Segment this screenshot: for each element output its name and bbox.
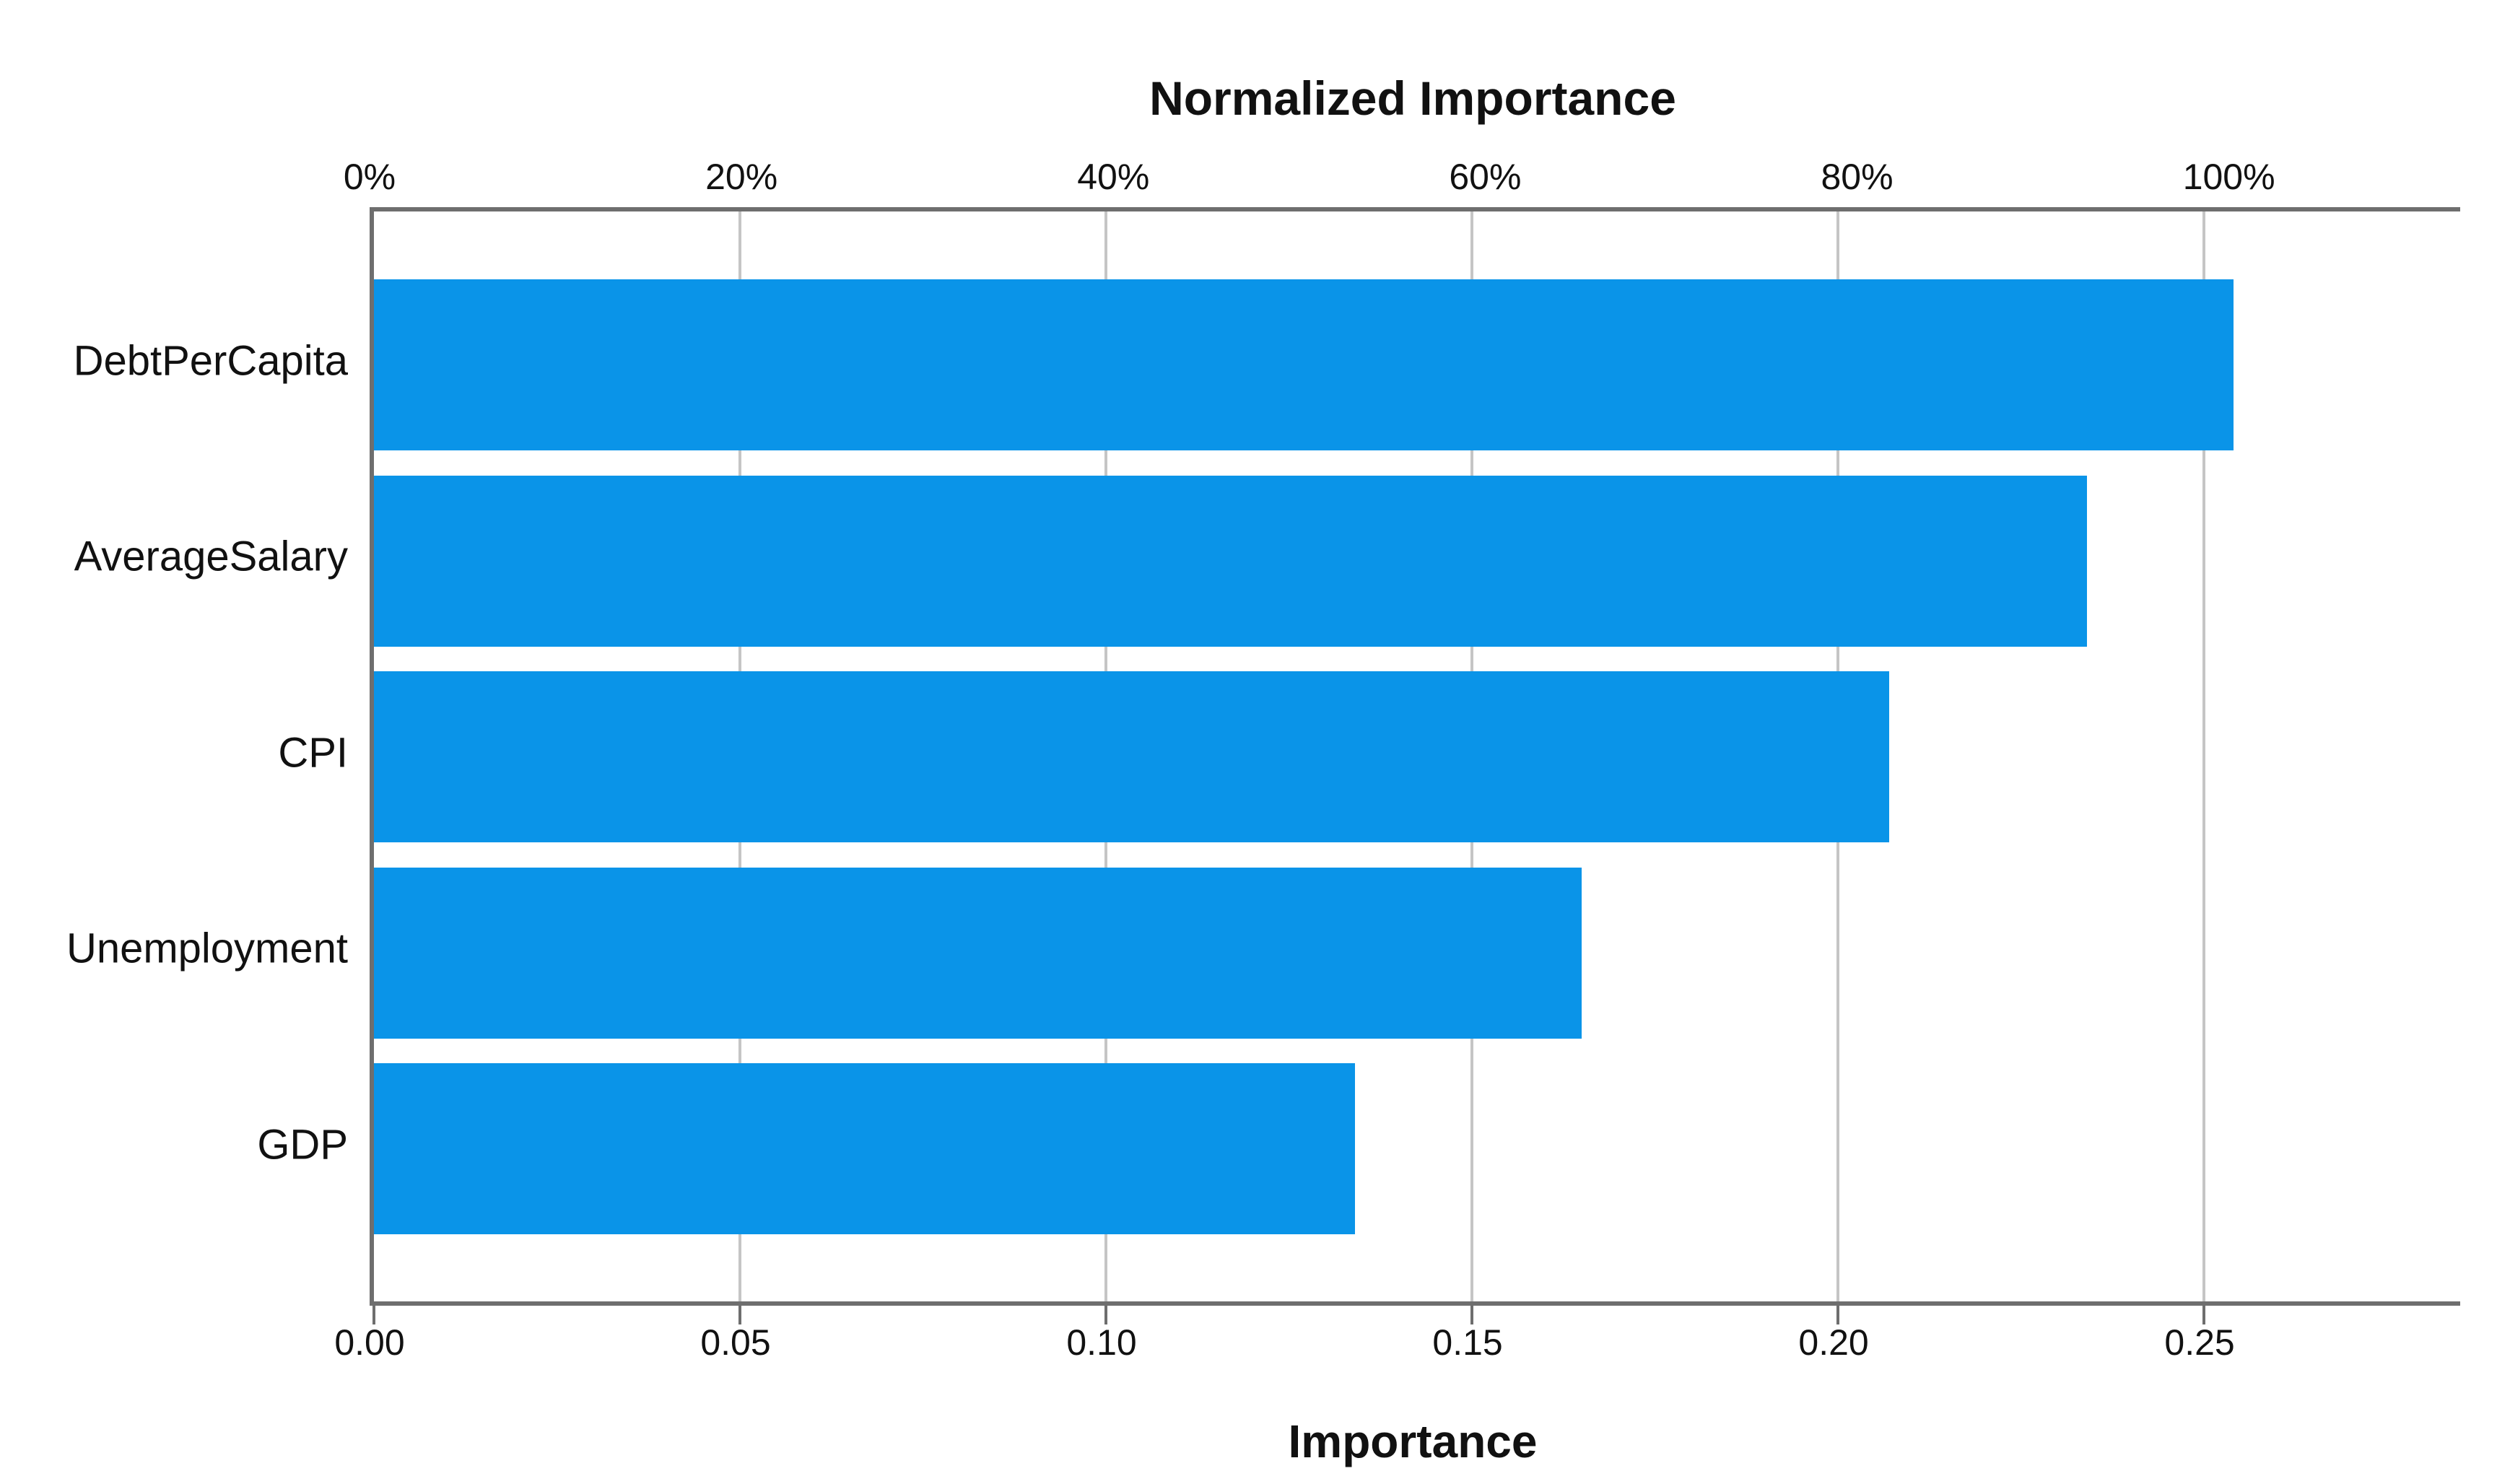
bottom-tick-label-0.10: 0.10: [1066, 1322, 1137, 1363]
bottom-tick-mark-0.20: [1836, 1306, 1840, 1324]
bar-AverageSalary: [374, 475, 2087, 647]
category-label-GDP: GDP: [257, 1121, 348, 1168]
bottom-tick-mark-0.25: [2202, 1306, 2206, 1324]
top-axis-normalized: 0% 20% 40% 60% 80% 100%: [344, 148, 2456, 206]
gridline-0.25: [2202, 211, 2206, 1301]
bottom-tick-mark-0.10: [1104, 1306, 1108, 1324]
bar-Unemployment: [374, 867, 1582, 1039]
x-axis-title: Importance: [1288, 1415, 1538, 1467]
bar-CPI: [374, 671, 1890, 842]
bottom-tick-mark-0.00: [372, 1306, 375, 1324]
top-tick-label-80%: 80%: [1821, 157, 1894, 197]
top-tick-label-40%: 40%: [1077, 157, 1150, 197]
bottom-tick-label-0.00: 0.00: [334, 1322, 405, 1363]
chart-title: Normalized Importance: [1149, 71, 1676, 125]
bottom-tick-label-0.20: 0.20: [1798, 1322, 1869, 1363]
bar-DebtPerCapita: [374, 279, 2234, 450]
bottom-tick-mark-0.05: [738, 1306, 742, 1324]
category-label-CPI: CPI: [278, 729, 348, 776]
top-tick-label-0%: 0%: [343, 157, 396, 197]
bottom-tick-label-0.25: 0.25: [2164, 1322, 2235, 1363]
top-tick-label-60%: 60%: [1449, 157, 1522, 197]
bottom-tick-label-0.05: 0.05: [700, 1322, 771, 1363]
bottom-tick-mark-0.15: [1470, 1306, 1474, 1324]
category-label-DebtPerCapita: DebtPerCapita: [73, 337, 348, 384]
category-label-Unemployment: Unemployment: [66, 925, 348, 972]
category-label-AverageSalary: AverageSalary: [74, 533, 348, 580]
bar-GDP: [374, 1063, 1355, 1234]
bottom-tick-label-0.15: 0.15: [1432, 1322, 1503, 1363]
bottom-axis-importance: 0.00 0.05 0.10 0.15 0.20 0.25: [334, 1317, 2456, 1368]
top-tick-label-20%: 20%: [705, 157, 778, 197]
category-axis: DebtPerCapita AverageSalary CPI Unemploymen…: [0, 0, 358, 1484]
top-tick-label-100%: 100%: [2182, 157, 2275, 197]
plot-area: [370, 207, 2460, 1324]
